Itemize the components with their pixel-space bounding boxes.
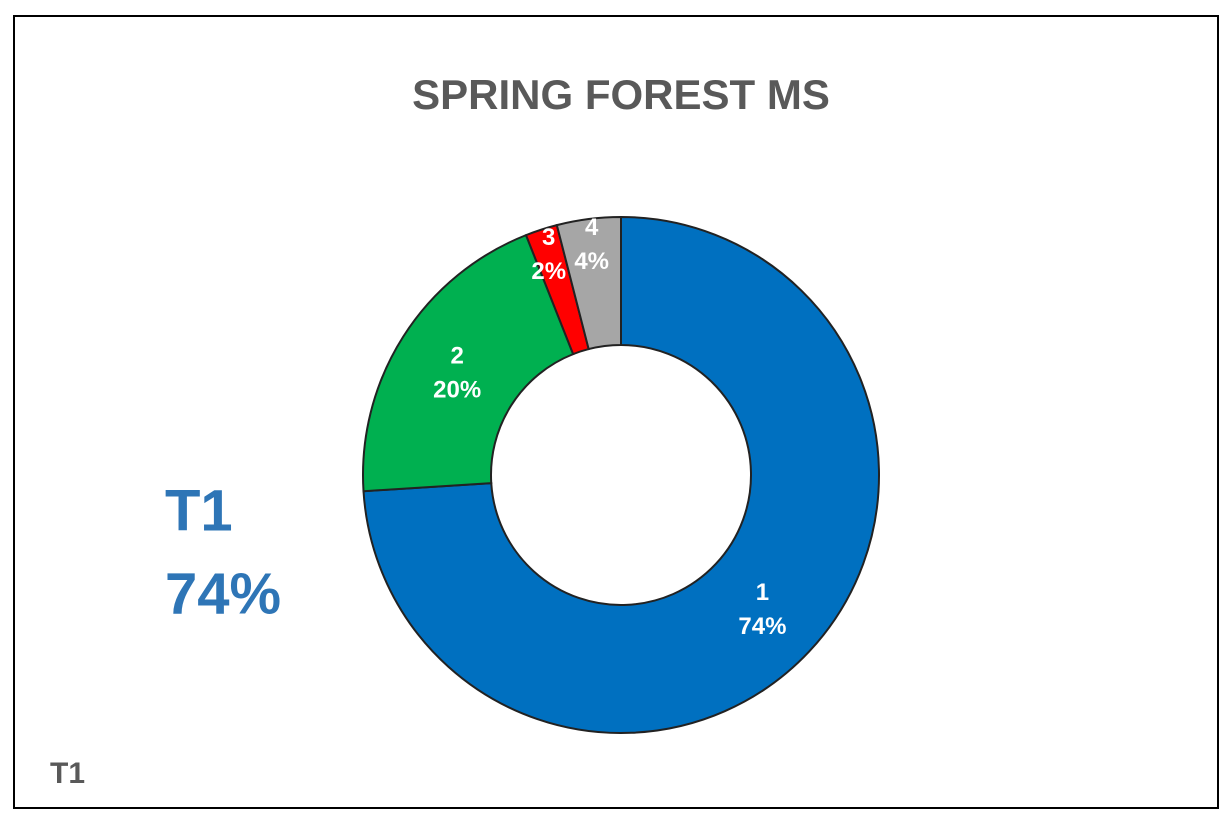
slice bbox=[555, 215, 622, 351]
slice-value-label: 74% bbox=[738, 613, 786, 640]
footer: T1 bbox=[50, 757, 85, 790]
slice-category-label: 3 bbox=[542, 224, 555, 251]
slice bbox=[362, 215, 880, 734]
slice-category-label: 1 bbox=[756, 579, 769, 606]
slice-value-label: 20% bbox=[433, 376, 481, 403]
slice-value-label: 4% bbox=[574, 248, 609, 275]
slice-category-label: 4 bbox=[585, 214, 599, 241]
slice bbox=[362, 233, 575, 493]
slice-category-label: 2 bbox=[451, 342, 464, 369]
slice-value-label: 2% bbox=[531, 258, 566, 285]
annotation: 74% bbox=[165, 561, 281, 626]
chart-title: SPRING FOREST MS bbox=[412, 71, 830, 118]
annotation: T1 bbox=[165, 478, 233, 543]
